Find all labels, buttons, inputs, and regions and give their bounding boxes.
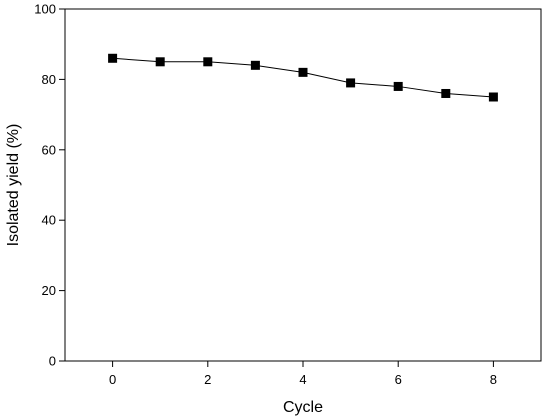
y-tick-label: 40	[42, 213, 56, 228]
y-axis: 0 20 40 60 80 100	[34, 2, 65, 369]
data-point	[108, 53, 118, 63]
series-layer	[108, 53, 498, 102]
data-point	[298, 67, 308, 77]
data-point	[155, 57, 165, 67]
y-tick-label: 60	[42, 142, 56, 157]
y-tick-label: 20	[42, 283, 56, 298]
x-tick-label: 4	[299, 372, 306, 387]
data-point	[441, 88, 451, 98]
data-point	[203, 57, 213, 67]
x-axis-title: Cycle	[283, 399, 323, 416]
x-tick-label: 0	[109, 372, 116, 387]
data-point	[488, 92, 498, 102]
x-tick-label: 8	[490, 372, 497, 387]
data-point	[393, 81, 403, 91]
x-tick-label: 6	[395, 372, 402, 387]
data-point	[346, 78, 356, 88]
plot-area	[64, 8, 542, 362]
x-axis: 0 2 4 6 8	[109, 361, 497, 387]
y-tick-label: 0	[49, 354, 56, 369]
y-tick-label: 80	[42, 72, 56, 87]
x-tick-label: 2	[204, 372, 211, 387]
data-point	[250, 60, 260, 70]
plot-frame	[64, 8, 542, 362]
y-axis-title: Isolated yield (%)	[5, 124, 22, 247]
series-line	[112, 57, 494, 98]
y-tick-label: 100	[34, 2, 56, 17]
